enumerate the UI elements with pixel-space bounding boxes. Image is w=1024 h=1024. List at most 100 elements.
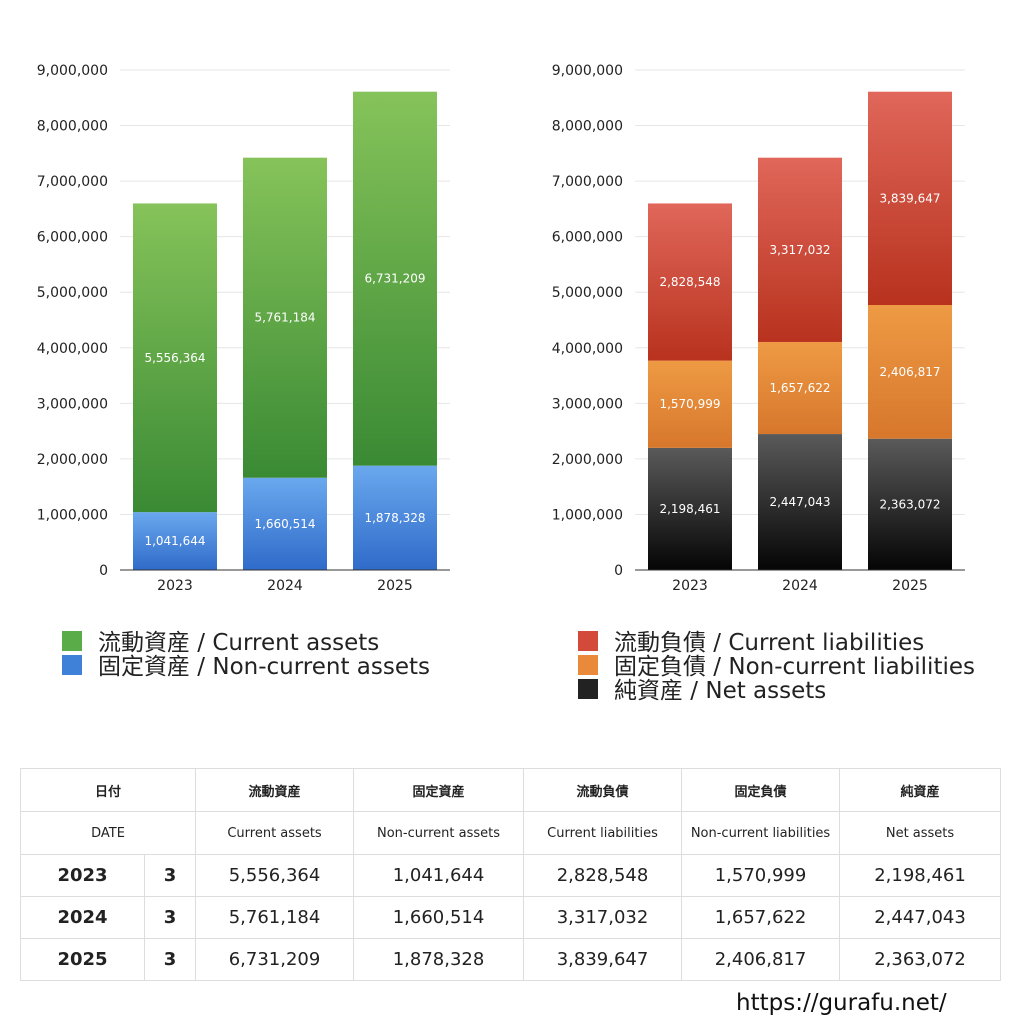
header-net-assets-en: Net assets — [839, 811, 1002, 855]
cell-current-assets: 5,556,364 — [195, 854, 355, 897]
y-tick-label: 3,000,000 — [552, 396, 623, 412]
legend-label: 固定負債 / Non-current liabilities — [614, 654, 975, 680]
row-month: 3 — [143, 854, 197, 897]
y-tick-label: 2,000,000 — [37, 452, 108, 468]
legend-swatch — [578, 655, 598, 675]
cell-noncurrent-assets: 1,660,514 — [353, 896, 525, 939]
bar-segment — [648, 360, 732, 448]
y-tick-label: 6,000,000 — [37, 230, 108, 246]
bar-value-label: 3,839,647 — [879, 191, 940, 205]
bar-value-label: 1,878,328 — [364, 511, 425, 525]
row-year: 2023 — [20, 854, 145, 897]
bar-value-label: 2,447,043 — [769, 495, 830, 509]
table-row: 2024 3 5,761,184 1,660,514 3,317,032 1,6… — [20, 896, 1002, 939]
cell-net-assets: 2,447,043 — [839, 896, 1002, 939]
bar-segment — [353, 91, 437, 466]
y-tick-label: 7,000,000 — [552, 174, 623, 190]
legend-label: 純資産 / Net assets — [614, 678, 826, 704]
y-tick-label: 9,000,000 — [37, 63, 108, 79]
cell-noncurrent-assets: 1,878,328 — [353, 938, 525, 981]
table-header-jp: 日付 流動資産 固定資産 流動負債 固定負債 純資産 — [19, 768, 1002, 812]
x-tick-label: 2023 — [672, 578, 708, 594]
bar-value-label: 5,761,184 — [254, 311, 315, 325]
bar-segment — [243, 477, 327, 570]
legend-swatch — [62, 631, 82, 651]
table-row: 2025 3 6,731,209 1,878,328 3,839,647 2,4… — [20, 938, 1002, 981]
header-noncurrent-assets-jp: 固定資産 — [353, 768, 525, 812]
bar-value-label: 3,317,032 — [769, 243, 830, 257]
assets-chart: 0 1,000,000 2,000,000 3,000,000 4,000,000 5,0… — [37, 63, 450, 680]
header-noncurrent-assets-en: Non-current assets — [353, 811, 525, 855]
legend-swatch — [578, 631, 598, 651]
row-month: 3 — [143, 896, 197, 939]
x-tick-label: 2024 — [782, 578, 818, 594]
y-tick-label: 4,000,000 — [552, 341, 623, 357]
cell-current-liabilities: 3,839,647 — [523, 938, 683, 981]
bar-value-label: 2,363,072 — [879, 497, 940, 511]
bar-segment — [758, 341, 842, 435]
header-current-assets-jp: 流動資産 — [195, 768, 355, 812]
cell-net-assets: 2,363,072 — [839, 938, 1002, 981]
header-date-jp: 日付 — [19, 768, 197, 812]
y-tick-label: 5,000,000 — [37, 285, 108, 301]
table-row: 2023 3 5,556,364 1,041,644 2,828,548 1,5… — [20, 854, 1002, 897]
y-tick-label: 7,000,000 — [37, 174, 108, 190]
bar-value-label: 2,406,817 — [879, 365, 940, 379]
bar-value-label: 2,198,461 — [659, 502, 720, 516]
y-tick-label: 4,000,000 — [37, 341, 108, 357]
header-net-assets-jp: 純資産 — [839, 768, 1002, 812]
cell-current-liabilities: 2,828,548 — [523, 854, 683, 897]
y-tick-label: 0 — [99, 563, 108, 579]
y-tick-label: 1,000,000 — [552, 507, 623, 523]
bar-value-label: 1,657,622 — [769, 381, 830, 395]
cell-noncurrent-liabilities: 2,406,817 — [681, 938, 841, 981]
header-current-liabilities-en: Current liabilities — [523, 811, 683, 855]
header-date-en: DATE — [19, 811, 197, 855]
y-tick-label: 8,000,000 — [552, 119, 623, 135]
y-tick-label: 1,000,000 — [37, 507, 108, 523]
header-current-liabilities-jp: 流動負債 — [523, 768, 683, 812]
cell-current-assets: 6,731,209 — [195, 938, 355, 981]
header-noncurrent-liabilities-en: Non-current liabilities — [681, 811, 841, 855]
bar-segment — [648, 203, 732, 361]
bar-value-label: 1,660,514 — [254, 517, 315, 531]
bar-segment — [133, 203, 217, 513]
bar-segment — [868, 305, 952, 439]
bar-value-label: 1,041,644 — [144, 534, 205, 548]
y-tick-label: 2,000,000 — [552, 452, 623, 468]
bar-segment — [868, 438, 952, 570]
bar-value-label: 5,556,364 — [144, 351, 205, 365]
cell-net-assets: 2,198,461 — [839, 854, 1002, 897]
liabilities-chart: 0 1,000,000 2,000,000 3,000,000 4,000,000 5,0… — [552, 63, 975, 704]
charts-area: 0 1,000,000 2,000,000 3,000,000 4,000,000 5,0… — [37, 63, 975, 704]
y-tick-label: 9,000,000 — [552, 63, 623, 79]
bar-segment — [243, 157, 327, 478]
x-tick-label: 2025 — [377, 578, 413, 594]
row-month: 3 — [143, 938, 197, 981]
header-noncurrent-liabilities-jp: 固定負債 — [681, 768, 841, 812]
y-tick-label: 3,000,000 — [37, 396, 108, 412]
x-tick-label: 2025 — [892, 578, 928, 594]
bar-segment — [353, 465, 437, 570]
y-tick-label: 6,000,000 — [552, 230, 623, 246]
site-url[interactable]: https://gurafu.net/ — [736, 990, 947, 1016]
legend-label: 固定資産 / Non-current assets — [98, 654, 430, 680]
legend-swatch — [578, 679, 598, 699]
bar-value-label: 2,828,548 — [659, 275, 720, 289]
cell-noncurrent-assets: 1,041,644 — [353, 854, 525, 897]
bar-segment — [758, 157, 842, 342]
y-tick-label: 0 — [614, 563, 623, 579]
y-tick-label: 8,000,000 — [37, 119, 108, 135]
legend-label: 流動負債 / Current liabilities — [614, 630, 924, 656]
x-tick-label: 2024 — [267, 578, 303, 594]
cell-current-assets: 5,761,184 — [195, 896, 355, 939]
cell-current-liabilities: 3,317,032 — [523, 896, 683, 939]
legend-swatch — [62, 655, 82, 675]
cell-noncurrent-liabilities: 1,657,622 — [681, 896, 841, 939]
cell-noncurrent-liabilities: 1,570,999 — [681, 854, 841, 897]
bar-segment — [758, 434, 842, 570]
bar-segment — [133, 512, 217, 570]
bar-segment — [868, 91, 952, 306]
row-year: 2025 — [20, 938, 145, 981]
bar-segment — [648, 447, 732, 570]
